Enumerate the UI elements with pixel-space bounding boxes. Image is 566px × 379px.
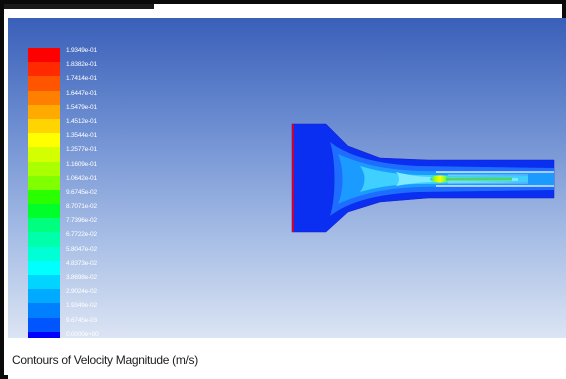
legend-label: 7.7396e-02 (66, 217, 97, 225)
legend-label: 1.7414e-01 (66, 75, 97, 83)
jet-core-tail (446, 177, 512, 181)
legend-swatch (28, 118, 60, 134)
legend-swatch (28, 90, 60, 105)
legend-swatch (28, 218, 60, 233)
legend-label: 9.6745e-02 (66, 188, 97, 196)
caption-panel: Contours of Velocity Magnitude (m/s) (8, 338, 566, 379)
legend-label: 1.2577e-01 (66, 146, 97, 154)
legend-swatch (28, 133, 60, 148)
legend-swatch (28, 289, 60, 304)
window-title-strip (4, 4, 154, 9)
legend-label: 6.7722e-02 (66, 231, 97, 239)
legend-swatch (28, 76, 60, 91)
legend-swatch (28, 204, 60, 219)
legend-swatch (28, 246, 60, 261)
velocity-contour-plot (291, 123, 555, 233)
plot-caption: Contours of Velocity Magnitude (m/s) (12, 353, 198, 367)
legend-label: 1.4512e-01 (66, 117, 97, 125)
legend-swatch (28, 275, 60, 290)
legend-label: 1.3544e-01 (66, 132, 97, 140)
legend-swatch (28, 147, 60, 162)
legend-label: 5.8047e-02 (66, 245, 97, 253)
legend-label: 0.0000e+00 (66, 330, 99, 338)
contour-viewport[interactable]: 1.9349e-01 1.8382e-01 1.7414e-01 1.6447e-01… (8, 18, 566, 346)
legend-swatch (28, 189, 60, 205)
legend-swatch (28, 232, 60, 247)
legend-label: 1.6447e-01 (66, 89, 97, 97)
legend-label: 8.7071e-02 (66, 203, 97, 211)
legend-label: 4.8373e-02 (66, 259, 97, 267)
jet-core (430, 175, 450, 183)
legend-swatch (28, 48, 60, 63)
legend-swatch (28, 161, 60, 176)
legend-label: 9.6745e-03 (66, 316, 97, 324)
legend-swatch (28, 260, 60, 275)
legend-label: 1.1609e-01 (66, 160, 97, 168)
legend-label: 1.9349e-02 (66, 302, 97, 310)
legend-swatch (28, 104, 60, 119)
legend-label: 1.0642e-01 (66, 174, 97, 182)
legend-label: 2.9024e-02 (66, 288, 97, 296)
legend-swatch (28, 62, 60, 77)
legend-label: 1.5479e-01 (66, 103, 97, 111)
legend-label: 1.9349e-01 (66, 47, 97, 54)
color-legend-bar (28, 48, 60, 346)
legend-label: 3.8698e-02 (66, 274, 97, 281)
legend-swatch (28, 175, 60, 190)
legend-label: 1.8382e-01 (66, 61, 97, 69)
color-legend-labels: 1.9349e-01 1.8382e-01 1.7414e-01 1.6447e-01… (66, 44, 99, 342)
legend-swatch (28, 303, 60, 318)
legend-swatch (28, 317, 60, 332)
